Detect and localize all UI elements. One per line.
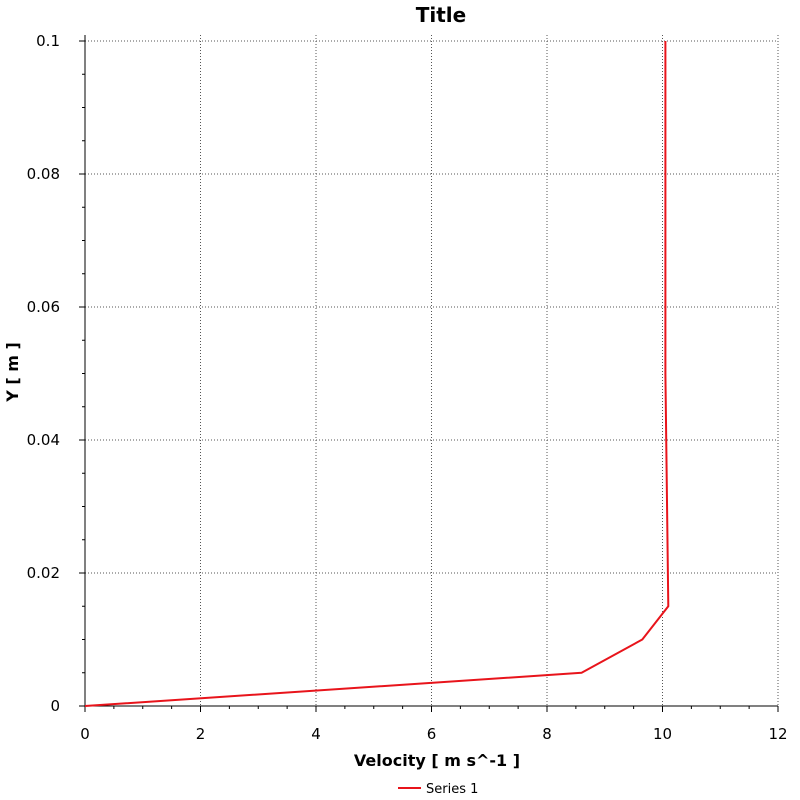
chart-title: Title (416, 3, 466, 27)
x-axis-label: Velocity [ m s^-1 ] (354, 751, 520, 770)
x-tick-label: 0 (80, 725, 90, 743)
y-tick-label: 0.06 (27, 298, 60, 316)
series-layer (84, 41, 670, 707)
x-tick-label: 6 (427, 725, 437, 743)
y-axis-label: Y [ m ] (3, 342, 22, 403)
x-tick-label: 2 (196, 725, 206, 743)
legend-label-series-1: Series 1 (426, 782, 478, 797)
ticks-layer: 0 2 4 6 8 10 12 0 0.02 0.04 0.06 0.08 0.1 (27, 32, 788, 743)
x-tick-label: 12 (768, 725, 787, 743)
y-tick-label: 0.04 (27, 431, 60, 449)
x-tick-label: 4 (311, 725, 321, 743)
legend: Series 1 (398, 782, 478, 797)
y-tick-label: 0 (50, 697, 60, 715)
x-tick-label: 8 (542, 725, 552, 743)
series-line-1 (84, 41, 670, 707)
y-tick-label: 0.1 (36, 32, 60, 50)
y-tick-label: 0.08 (27, 165, 60, 183)
grid-layer (85, 35, 779, 706)
x-tick-label: 10 (653, 725, 672, 743)
y-tick-label: 0.02 (27, 564, 60, 582)
